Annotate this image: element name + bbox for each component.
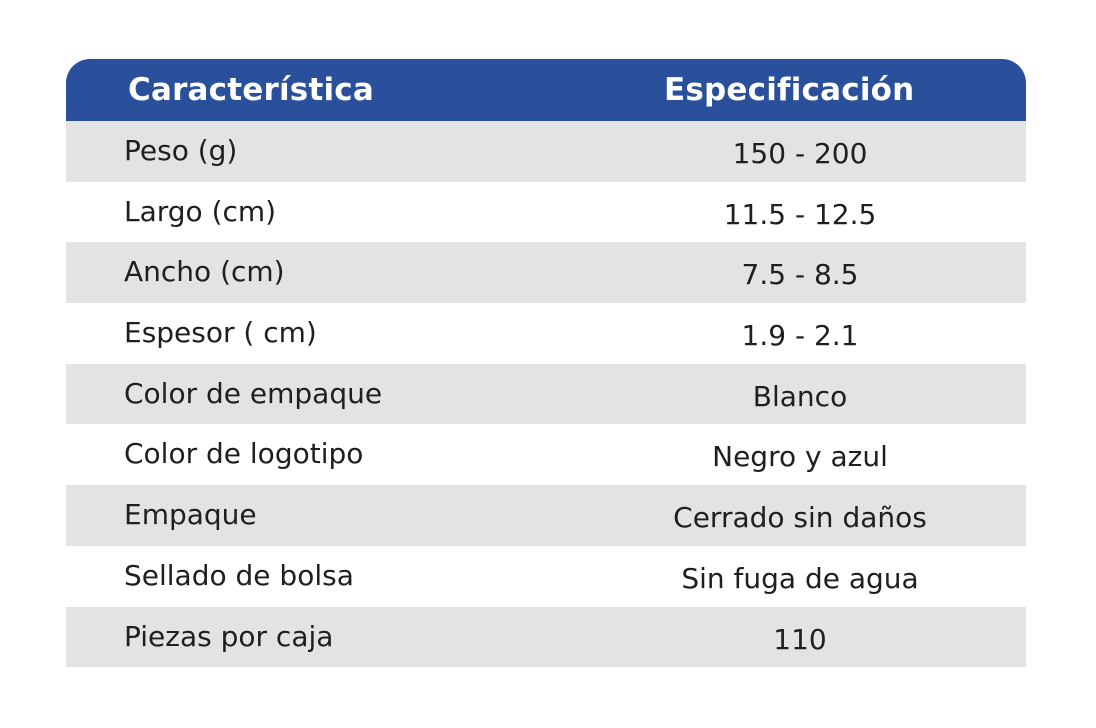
row-feature: Color de logotipo — [124, 437, 364, 471]
header-feature: Característica — [128, 72, 375, 108]
table-row: Largo (cm) 11.5 - 12.5 — [66, 181, 1026, 243]
row-feature: Peso (g) — [124, 134, 238, 167]
row-spec: 150 - 200 — [732, 137, 868, 170]
row-spec: 11.5 - 12.5 — [723, 197, 877, 231]
row-feature: Sellado de bolsa — [124, 558, 354, 592]
row-feature: Espesor ( cm) — [124, 316, 317, 350]
table-row: Sellado de bolsa Sin fuga de agua — [66, 545, 1026, 607]
row-spec: 7.5 - 8.5 — [741, 258, 859, 292]
row-feature: Largo (cm) — [124, 194, 277, 228]
row-spec: Negro y azul — [712, 440, 888, 474]
table-row: Espesor ( cm) 1.9 - 2.1 — [66, 303, 1026, 364]
row-spec: Sin fuga de agua — [681, 561, 919, 595]
table-row: Peso (g) 150 - 200 — [66, 121, 1026, 182]
specification-table: Característica Especificación Peso (g) 1… — [66, 59, 1026, 668]
table-row: Ancho (cm) 7.5 - 8.5 — [66, 242, 1026, 304]
table-row: Color de empaque Blanco — [66, 363, 1026, 425]
header-spec: Especificación — [664, 72, 915, 108]
row-spec: 1.9 - 2.1 — [741, 319, 859, 353]
row-spec: Cerrado sin daños — [673, 501, 927, 535]
row-feature: Piezas por caja — [124, 619, 334, 653]
row-spec: Blanco — [752, 379, 848, 413]
row-feature: Empaque — [124, 498, 257, 532]
table-row: Piezas por caja 110 — [66, 606, 1026, 668]
table-row: Color de logotipo Negro y azul — [66, 424, 1026, 486]
row-feature: Ancho (cm) — [124, 255, 285, 289]
table-header: Característica Especificación — [66, 59, 1026, 121]
row-spec: 110 — [773, 622, 827, 656]
row-feature: Color de empaque — [124, 376, 383, 410]
table-row: Empaque Cerrado sin daños — [66, 485, 1026, 546]
